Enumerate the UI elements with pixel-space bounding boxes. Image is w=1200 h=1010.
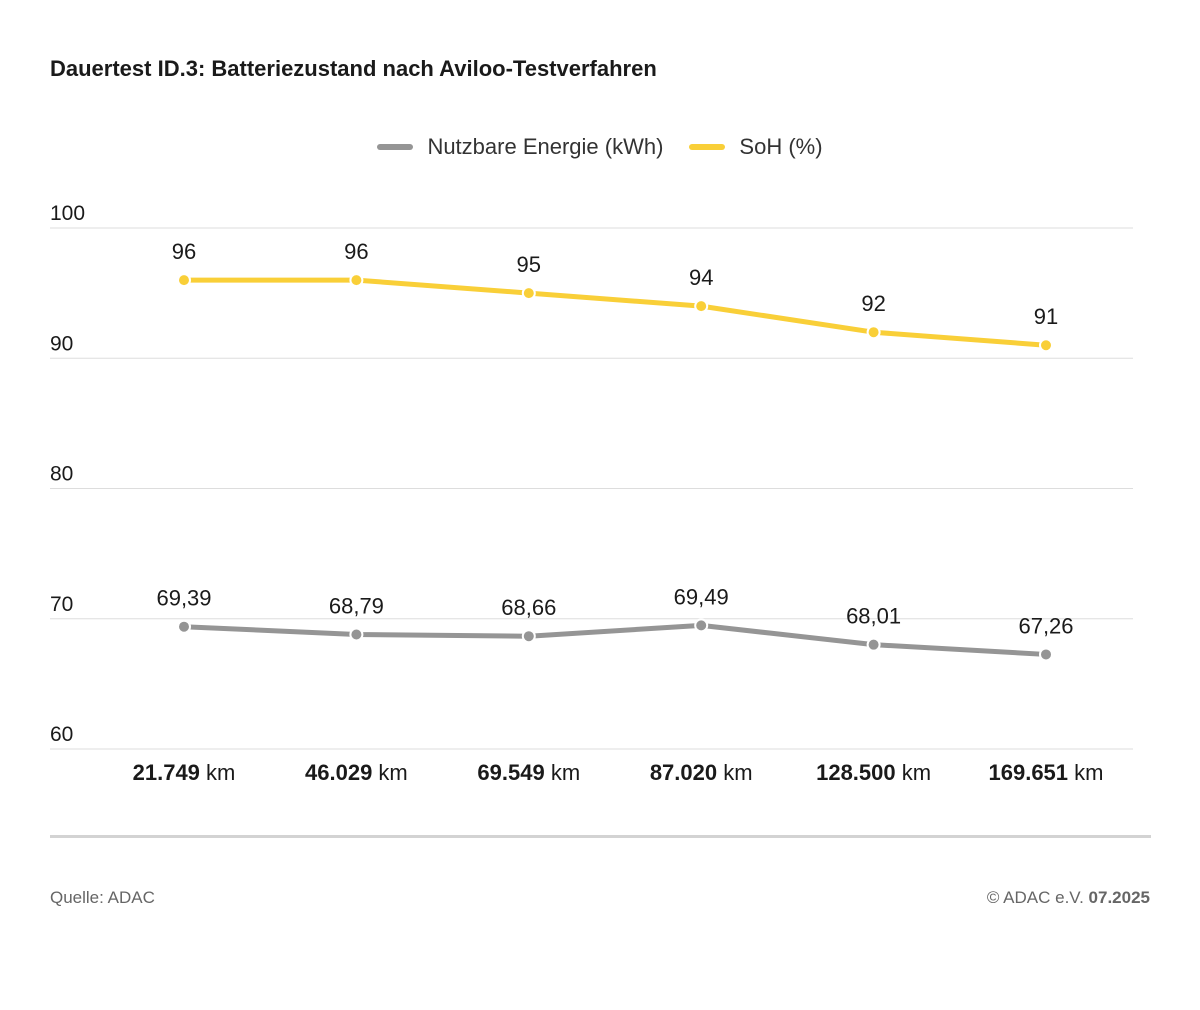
y-tick-label-80: 80 [50, 463, 73, 486]
legend-swatch-energy [377, 144, 414, 150]
data-label: 69,39 [156, 586, 211, 611]
legend-label-energy: Nutzbare Energie (kWh) [427, 134, 664, 159]
x-tick-value: 21.749 [133, 760, 200, 785]
y-tick-label-100: 100 [50, 202, 85, 225]
x-tick-unit: km [372, 760, 407, 785]
y-tick-label-60: 60 [50, 723, 73, 746]
data-label: 95 [517, 252, 541, 277]
data-point [349, 627, 364, 642]
data-point [866, 325, 881, 340]
data-point [521, 286, 536, 301]
data-point [177, 273, 191, 288]
data-point [694, 618, 709, 633]
x-tick-unit: km [200, 760, 235, 785]
legend-item-soh: SoH (%) [689, 134, 823, 160]
x-tick-unit: km [545, 760, 580, 785]
data-point [521, 629, 536, 644]
x-tick-value: 46.029 [305, 760, 372, 785]
x-tick-unit: km [1068, 760, 1103, 785]
source-note: Quelle: ADAC [50, 888, 155, 907]
data-label: 68,79 [329, 594, 384, 619]
copyright-date: 07.2025 [1088, 888, 1150, 907]
data-point [866, 637, 881, 652]
chart-legend: Nutzbare Energie (kWh) SoH (%) [0, 134, 1200, 160]
x-tick-value: 128.500 [816, 760, 896, 785]
data-label: 92 [861, 291, 885, 316]
chart-title: Dauertest ID.3: Batteriezustand nach Avi… [50, 56, 657, 81]
x-tick-label: 87.020 km [650, 760, 753, 785]
x-tick-value: 169.651 [989, 760, 1069, 785]
data-label: 96 [172, 239, 196, 264]
x-tick-unit: km [896, 760, 931, 785]
copyright-note: © ADAC e.V. 07.2025 [987, 888, 1150, 908]
x-tick-unit: km [717, 760, 752, 785]
data-point [694, 299, 709, 314]
data-point [1039, 647, 1053, 662]
data-label: 67,26 [1018, 613, 1073, 638]
data-point [177, 619, 191, 634]
data-label: 68,01 [846, 604, 901, 629]
y-tick-label-70: 70 [50, 593, 73, 616]
data-label: 68,66 [501, 595, 556, 620]
data-label: 91 [1034, 304, 1058, 329]
legend-label-soh: SoH (%) [739, 134, 823, 159]
x-tick-label: 69.549 km [477, 760, 580, 785]
series-line-0 [181, 622, 1049, 657]
y-tick-label-90: 90 [50, 332, 73, 355]
x-tick-label: 21.749 km [133, 760, 236, 785]
legend-swatch-soh [689, 144, 726, 150]
data-point [349, 273, 364, 288]
data-point [1039, 338, 1053, 353]
copyright-text: © ADAC e.V. [986, 888, 1084, 907]
data-label: 96 [344, 239, 368, 264]
x-tick-label: 169.651 km [989, 760, 1104, 785]
data-label: 94 [689, 265, 713, 290]
x-tick-value: 87.020 [650, 760, 717, 785]
data-label: 69,49 [674, 584, 729, 609]
x-tick-label: 128.500 km [816, 760, 931, 785]
footer-divider [50, 835, 1151, 838]
x-tick-label: 46.029 km [305, 760, 408, 785]
x-tick-value: 69.549 [477, 760, 544, 785]
series-line-1 [181, 277, 1049, 348]
legend-item-energy: Nutzbare Energie (kWh) [377, 134, 663, 160]
